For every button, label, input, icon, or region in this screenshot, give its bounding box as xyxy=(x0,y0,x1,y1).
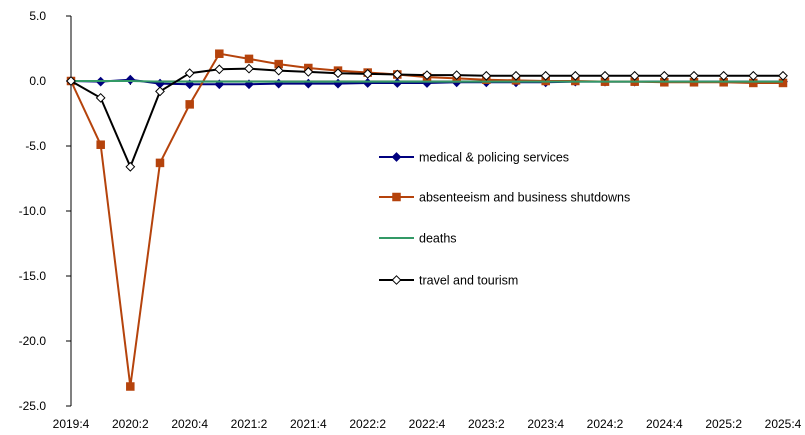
data-point xyxy=(214,64,225,75)
legend-item: medical & policing services xyxy=(379,151,569,165)
legend-item: travel and tourism xyxy=(379,274,518,288)
data-point xyxy=(659,70,670,81)
y-tick-label: -5.0 xyxy=(25,139,46,153)
legend-label: deaths xyxy=(419,232,457,246)
series-layer xyxy=(66,49,788,391)
series-2 xyxy=(71,80,783,83)
data-point xyxy=(125,161,136,172)
data-point xyxy=(748,70,759,81)
legend-marker xyxy=(391,152,402,162)
data-point xyxy=(362,68,373,79)
data-point xyxy=(362,78,373,88)
series-1 xyxy=(66,49,788,391)
data-point xyxy=(392,78,403,88)
data-point xyxy=(244,63,254,74)
y-tick-label: -15.0 xyxy=(19,269,47,283)
data-point xyxy=(215,49,224,58)
data-point xyxy=(422,70,432,81)
data-point xyxy=(718,70,729,81)
data-point xyxy=(481,70,492,81)
y-axis: 5.0 0.0 -5.0 -10.0 -15.0 -20.0 -25.0 xyxy=(19,9,72,413)
data-point xyxy=(303,66,314,77)
data-point xyxy=(511,70,521,81)
data-point xyxy=(155,86,165,97)
x-tick-label: 2024:2 xyxy=(587,417,624,431)
data-point xyxy=(66,76,76,86)
y-tick-label: -20.0 xyxy=(19,334,47,348)
data-point xyxy=(95,92,106,103)
legend-label: travel and tourism xyxy=(419,274,518,288)
x-tick-label: 2025:2 xyxy=(705,417,742,431)
series-line xyxy=(71,80,783,83)
x-tick-label: 2025:4 xyxy=(765,417,802,431)
data-point xyxy=(184,68,195,79)
series-line xyxy=(70,52,783,387)
data-point xyxy=(155,158,165,168)
legend-marker xyxy=(392,192,401,202)
data-point xyxy=(629,70,640,81)
x-tick-label: 2020:2 xyxy=(112,417,149,431)
data-point xyxy=(689,70,699,81)
data-point xyxy=(570,70,581,81)
y-tick-label: -25.0 xyxy=(19,399,47,413)
y-tick-label: 5.0 xyxy=(29,9,46,23)
data-point xyxy=(392,69,403,80)
data-point xyxy=(778,70,788,81)
data-point xyxy=(451,70,462,81)
legend-marker xyxy=(391,275,402,285)
y-tick-label: -10.0 xyxy=(19,204,47,218)
x-tick-label: 2023:4 xyxy=(527,417,564,431)
data-point xyxy=(185,100,194,109)
y-tick-label: 0.0 xyxy=(29,74,46,88)
data-point xyxy=(125,74,136,85)
data-point xyxy=(96,140,105,149)
x-tick-label: 2021:2 xyxy=(231,417,268,431)
legend-item: deaths xyxy=(379,232,457,246)
x-tick-label: 2020:4 xyxy=(171,417,208,431)
legend-label: absenteeism and business shutdowns xyxy=(419,191,630,205)
data-point xyxy=(244,79,254,90)
x-tick-label: 2024:4 xyxy=(646,417,683,431)
data-point xyxy=(540,70,551,81)
data-point xyxy=(333,68,343,79)
data-point xyxy=(273,65,284,76)
x-tick-label: 2019:4 xyxy=(53,417,90,431)
series-3 xyxy=(66,63,788,172)
x-axis: 2019:4 2020:2 2020:4 2021:2 2021:4 2022:2 2022… xyxy=(53,80,802,431)
legend: medical & policing services absenteeism a… xyxy=(379,151,630,288)
data-point xyxy=(126,382,135,391)
x-tick-label: 2022:2 xyxy=(349,417,386,431)
data-point xyxy=(244,54,254,64)
legend-item: absenteeism and business shutdowns xyxy=(379,191,630,205)
x-tick-label: 2021:4 xyxy=(290,417,327,431)
data-point xyxy=(600,70,610,81)
x-tick-label: 2023:2 xyxy=(468,417,505,431)
legend-label: medical & policing services xyxy=(419,151,569,165)
x-tick-label: 2022:4 xyxy=(409,417,446,431)
